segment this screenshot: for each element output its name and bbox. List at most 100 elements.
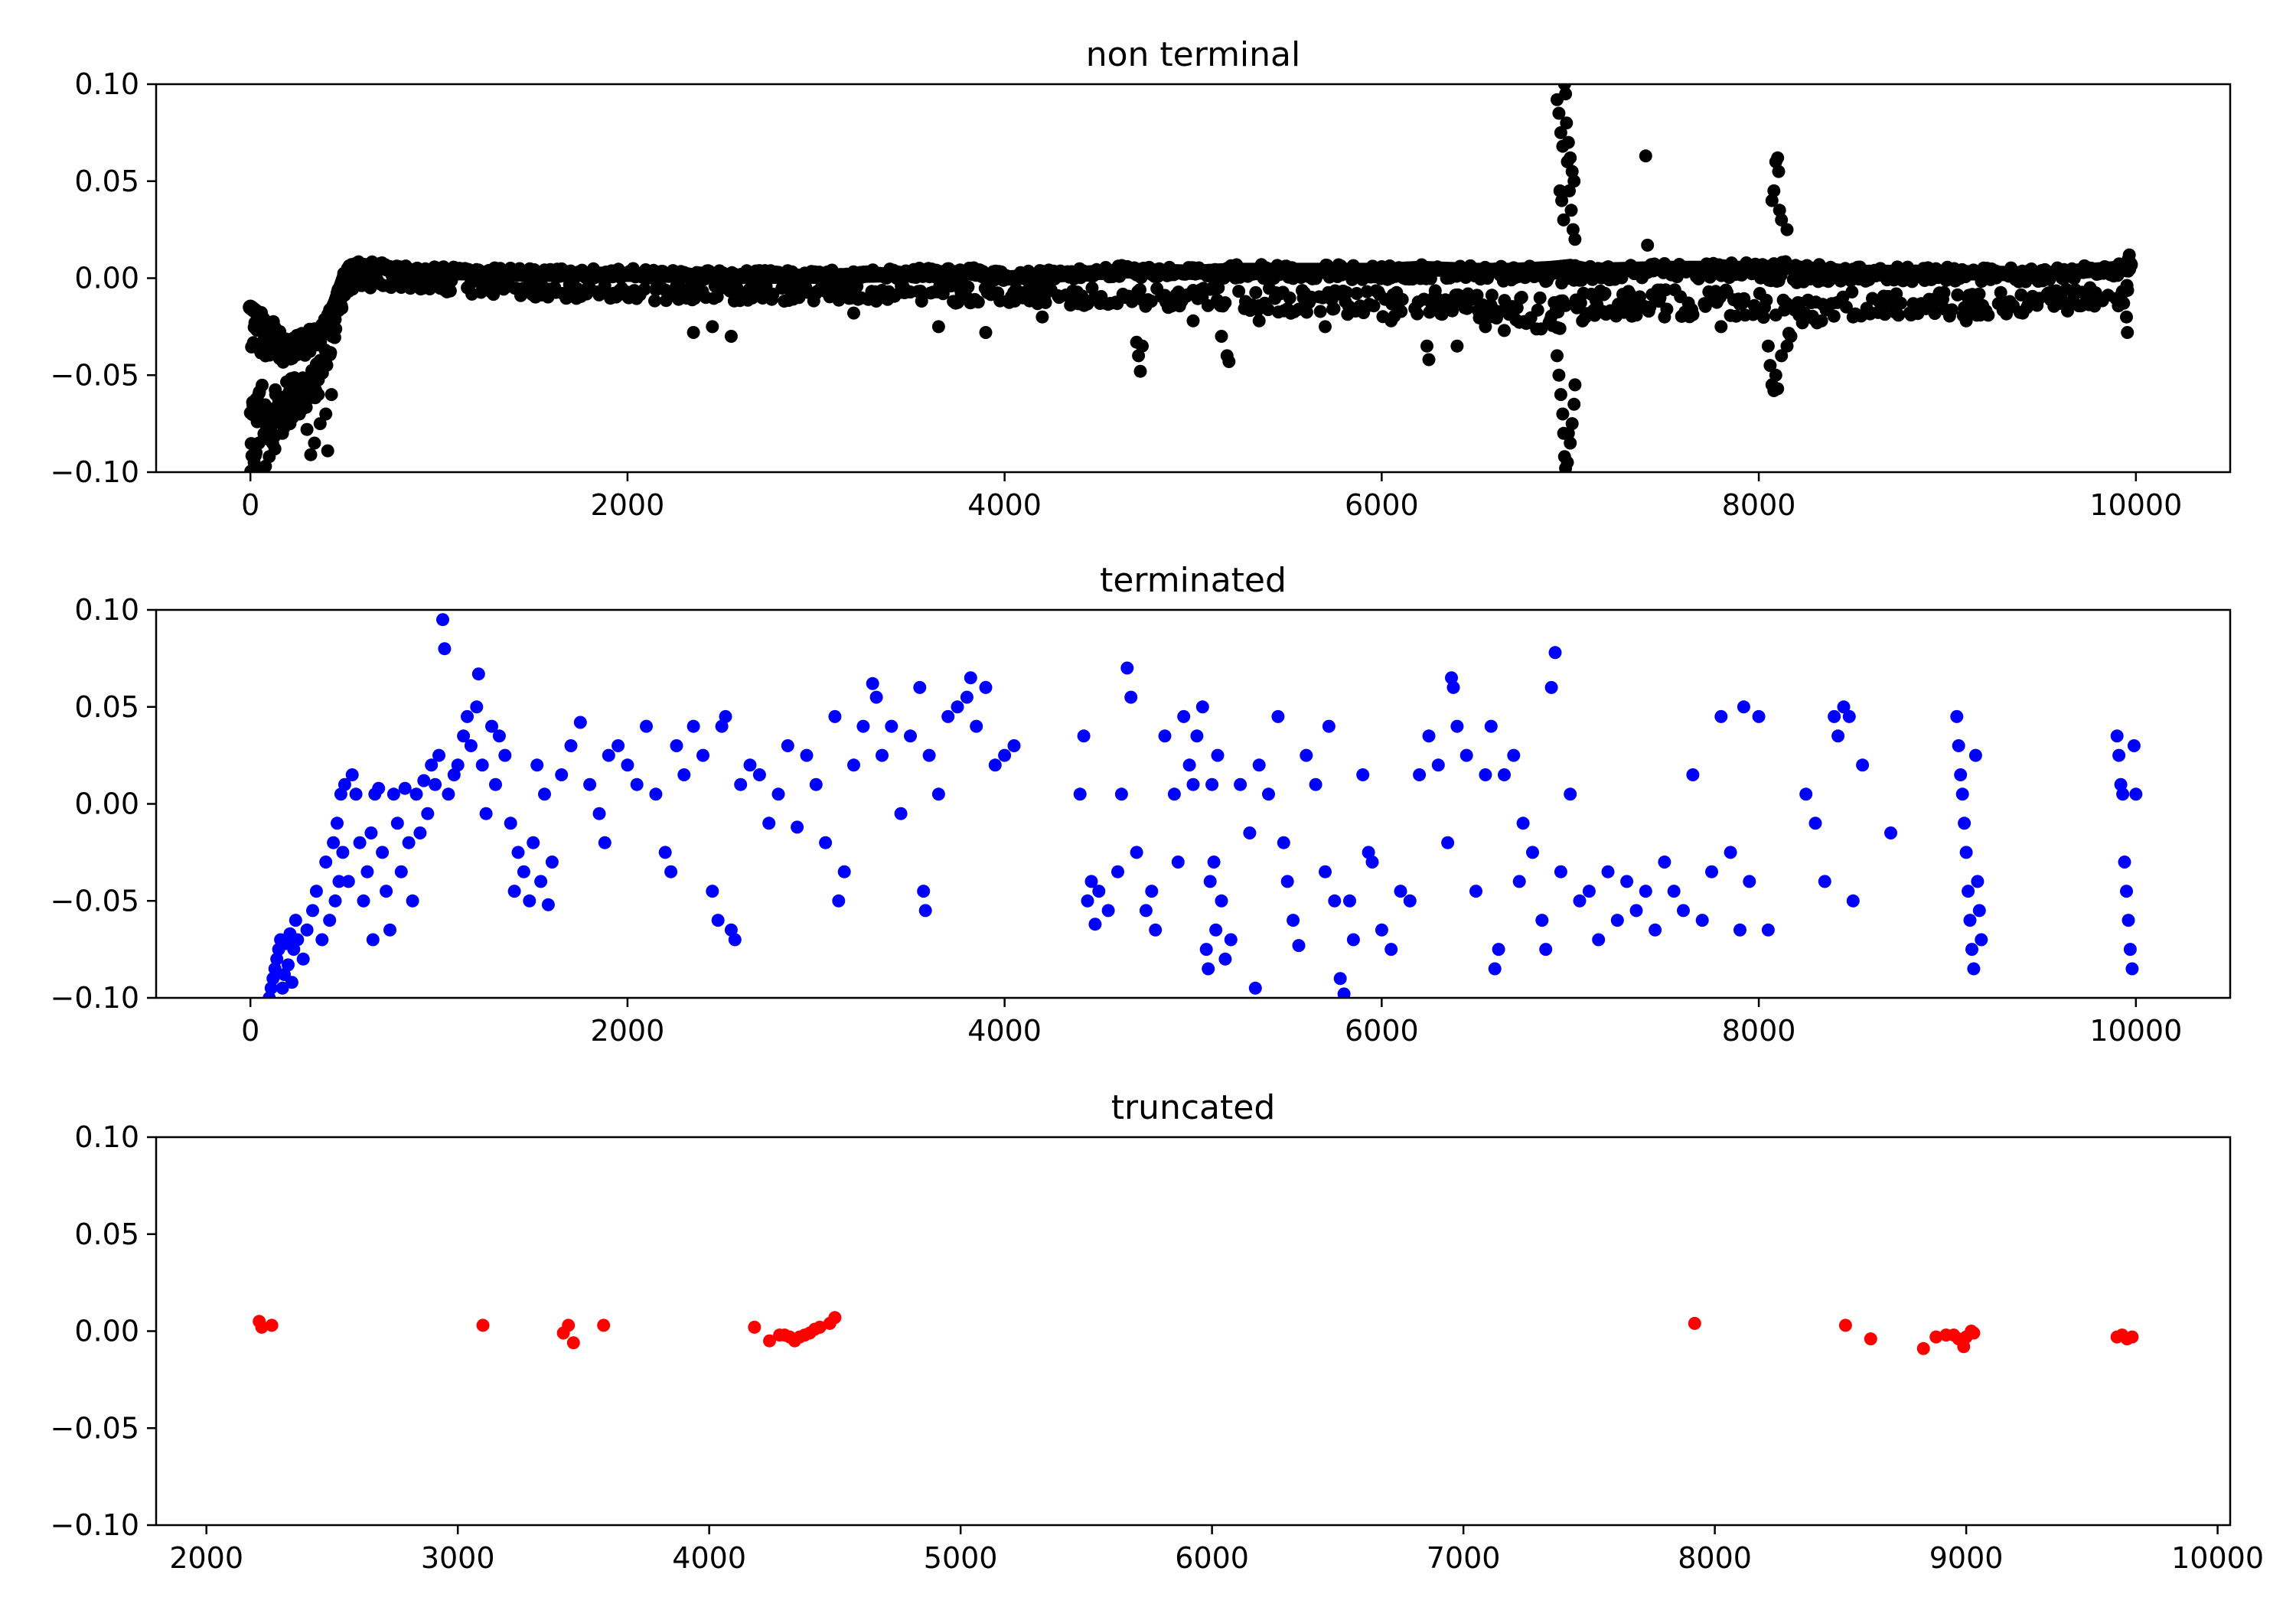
data-point [847,758,860,772]
x-tick-label: 2000 [169,1541,243,1575]
axes-frame [155,608,2232,999]
data-point [564,739,578,752]
data-point [376,846,390,859]
data-point [1561,455,1574,469]
data-point [2125,962,2139,976]
data-point [329,322,343,336]
x-tick-label: 6000 [1345,1014,1419,1048]
data-point [1892,308,1906,322]
x-tick-label: 10000 [2171,1541,2264,1575]
data-point [1556,407,1570,421]
data-point [1610,914,1624,927]
data-point [1367,299,1381,313]
data-point [1641,238,1655,252]
data-point [1916,1341,1930,1355]
data-point [252,436,266,450]
data-point [1658,310,1671,324]
y-tick-label: 0.05 [74,690,139,724]
data-point [1328,894,1342,908]
data-point [562,1319,576,1332]
data-point [1261,303,1275,317]
x-tick-label: 0 [241,1014,259,1048]
series-core-line [1581,260,1672,279]
data-point [1158,729,1172,743]
data-point [1555,194,1569,207]
data-point [1139,904,1153,918]
data-point [1554,125,1567,139]
data-point [1761,339,1775,353]
data-point [492,729,506,743]
data-point [1384,943,1398,957]
data-point [1205,777,1219,791]
data-point [664,865,678,878]
data-point [876,748,889,762]
data-point [438,642,452,656]
data-point [328,894,342,908]
data-point [1441,836,1455,849]
data-point [1322,719,1336,733]
data-point [1215,894,1228,908]
data-point [283,417,297,431]
data-point [771,787,785,801]
data-point [1551,349,1564,363]
data-point [724,330,738,343]
data-point [1212,281,1225,295]
data-point [1224,933,1238,947]
data-point [1395,292,1409,306]
data-point [1133,364,1147,378]
data-point [1705,865,1718,878]
y-tick-label: 0.10 [74,1120,139,1154]
data-point [421,807,435,820]
data-point [498,748,512,762]
data-point [1133,283,1146,297]
data-point [1565,165,1579,178]
data-point [1035,310,1049,324]
data-point [1177,709,1191,723]
data-point [1450,339,1464,353]
data-point [809,777,823,791]
data-point [315,933,329,947]
data-point [1422,729,1436,743]
data-point [470,700,484,714]
data-point [1760,293,1773,307]
data-point [1327,302,1341,315]
data-point [1667,885,1681,898]
x-tick-label: 4000 [967,1014,1042,1048]
data-point [922,748,936,762]
data-point [1252,758,1266,772]
data-point [913,680,927,694]
data-point [1567,397,1581,411]
data-point [1422,353,1436,367]
data-point [566,1336,580,1350]
data-point [1394,885,1407,898]
data-point [1554,865,1567,878]
y-tick-label: −0.10 [51,455,139,489]
data-point [1686,768,1700,781]
data-point [2014,288,2028,302]
data-point [1124,690,1138,704]
data-point [1808,817,1822,830]
data-point [1450,719,1464,733]
data-point [1280,875,1294,888]
data-point [1598,286,1612,300]
data-point [1262,787,1275,801]
data-point [319,407,333,421]
data-point [640,719,653,733]
data-point [931,787,945,801]
data-point [1249,285,1263,299]
series-core-line [1129,262,1201,280]
data-point [442,787,455,801]
data-point [1413,768,1427,781]
data-point [1649,923,1662,937]
data-point [1958,817,1971,830]
data-point [1951,288,1965,302]
series-core-line [902,264,975,282]
data-point [602,748,615,762]
data-point [1629,904,1643,918]
y-tick-label: −0.05 [51,1411,139,1445]
data-point [1968,748,1982,762]
data-point [270,952,284,966]
data-point [2125,1330,2139,1344]
data-point [1544,680,1558,694]
data-point [2120,310,2133,324]
